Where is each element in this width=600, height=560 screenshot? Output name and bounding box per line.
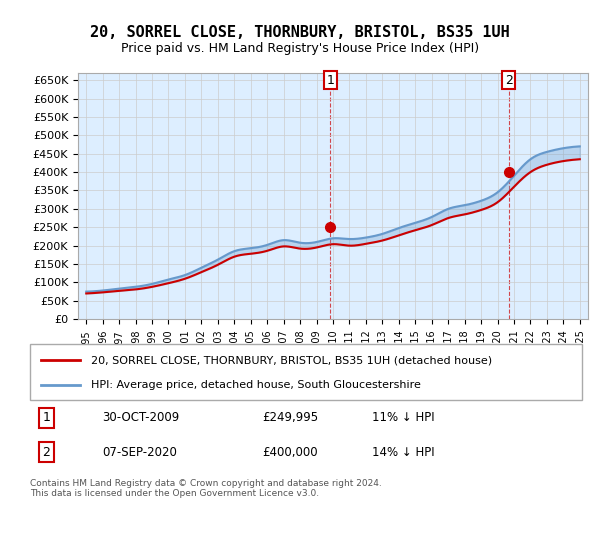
Text: £249,995: £249,995 xyxy=(262,412,318,424)
Text: 2: 2 xyxy=(505,74,513,87)
Text: £400,000: £400,000 xyxy=(262,446,317,459)
Text: 20, SORREL CLOSE, THORNBURY, BRISTOL, BS35 1UH (detached house): 20, SORREL CLOSE, THORNBURY, BRISTOL, BS… xyxy=(91,355,492,365)
FancyBboxPatch shape xyxy=(30,344,582,400)
Text: Price paid vs. HM Land Registry's House Price Index (HPI): Price paid vs. HM Land Registry's House … xyxy=(121,42,479,55)
Text: 20, SORREL CLOSE, THORNBURY, BRISTOL, BS35 1UH: 20, SORREL CLOSE, THORNBURY, BRISTOL, BS… xyxy=(90,25,510,40)
Text: 1: 1 xyxy=(43,412,50,424)
Text: 11% ↓ HPI: 11% ↓ HPI xyxy=(372,412,435,424)
Text: 14% ↓ HPI: 14% ↓ HPI xyxy=(372,446,435,459)
Text: 07-SEP-2020: 07-SEP-2020 xyxy=(102,446,176,459)
Text: 1: 1 xyxy=(326,74,334,87)
Text: HPI: Average price, detached house, South Gloucestershire: HPI: Average price, detached house, Sout… xyxy=(91,380,421,390)
Text: 30-OCT-2009: 30-OCT-2009 xyxy=(102,412,179,424)
Text: 2: 2 xyxy=(43,446,50,459)
Text: Contains HM Land Registry data © Crown copyright and database right 2024.
This d: Contains HM Land Registry data © Crown c… xyxy=(30,479,382,498)
